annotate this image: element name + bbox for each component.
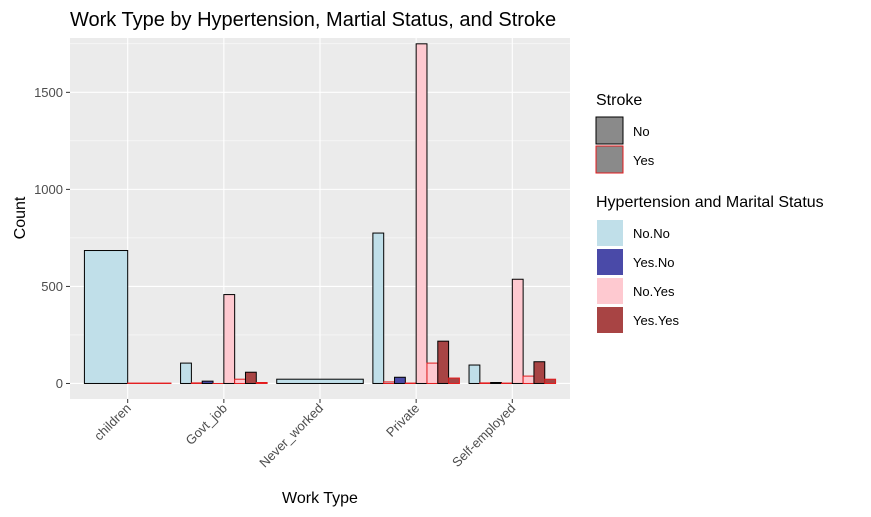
- bar-private-yes-no-stroke-no: [394, 376, 406, 384]
- bar-govt-job-yes-no-stroke-no: [201, 380, 214, 384]
- y-tick-label: 500: [41, 279, 63, 294]
- legend-label: No.No: [633, 226, 670, 241]
- y-tick-label: 1500: [34, 85, 63, 100]
- legend-title: Hypertension and Marital Status: [596, 194, 824, 211]
- bar-private-no-yes-stroke-no: [415, 43, 428, 384]
- bar-self-employed-no-no-stroke-yes: [479, 382, 492, 384]
- legend-label: Yes: [633, 153, 655, 168]
- y-tick-label: 0: [56, 376, 63, 391]
- x-axis-title: Work Type: [282, 490, 358, 507]
- chart-title: Work Type by Hypertension, Martial Statu…: [70, 9, 556, 31]
- bar-private-no-no-stroke-no: [372, 232, 385, 384]
- legend-key: [597, 307, 623, 333]
- legend-item: No.No: [597, 220, 670, 246]
- legend-item: Yes: [595, 145, 655, 174]
- bar-govt-job-yes-yes-stroke-no: [244, 371, 257, 384]
- bar-self-employed-no-yes-stroke-no: [511, 278, 524, 384]
- bars: [83, 43, 557, 384]
- bar-private-no-yes-stroke-yes: [426, 362, 439, 384]
- legend-label: No.Yes: [633, 284, 675, 299]
- legend-label: Yes.No: [633, 255, 674, 270]
- y-tick-label: 1000: [34, 182, 63, 197]
- bar-self-employed-no-yes-stroke-yes: [522, 375, 535, 384]
- x-tick-label: Self-employed: [449, 401, 518, 470]
- bar-govt-job-no-no-stroke-no: [180, 362, 192, 384]
- bar-govt-job-no-yes-stroke-yes: [234, 378, 246, 384]
- x-tick-label: Private: [383, 401, 422, 440]
- legend-item: Yes.Yes: [597, 307, 680, 333]
- legends: Stroke No Yes Hypertension and Marital Stat…: [595, 92, 824, 333]
- legend-key: [597, 278, 623, 304]
- bar-private-yes-yes-stroke-yes: [448, 377, 460, 384]
- bar-self-employed-no-no-stroke-no: [468, 364, 481, 384]
- bar-self-employed-yes-yes-stroke-yes: [544, 378, 557, 384]
- legend-item: Yes.No: [597, 249, 674, 275]
- legend-label: Yes.Yes: [633, 313, 680, 328]
- x-tick-label: children: [91, 401, 134, 444]
- x-axis: children Govt_job Never_worked Private Self-…: [91, 399, 518, 470]
- legend-key: [595, 116, 624, 145]
- bar-govt-job-yes-yes-stroke-yes: [255, 382, 268, 384]
- bar-private-yes-yes-stroke-no: [437, 340, 450, 384]
- bar-govt-job-no-no-stroke-yes: [190, 382, 203, 384]
- legend-item: No: [595, 116, 650, 145]
- x-tick-label: Govt_job: [183, 401, 230, 448]
- legend-key: [597, 249, 623, 275]
- legend-title: Stroke: [596, 92, 642, 109]
- bar-govt-job-no-yes-stroke-no: [223, 294, 236, 384]
- bar-private-no-no-stroke-yes: [383, 381, 396, 384]
- bar-children-no-no-stroke-no: [83, 250, 129, 384]
- bar-self-employed-yes-yes-stroke-no: [533, 361, 546, 384]
- x-tick-label: Never_worked: [256, 401, 326, 471]
- legend-key: [595, 145, 624, 174]
- bar-never-worked-no-no-stroke-no: [276, 378, 364, 384]
- legend-label: No: [633, 124, 650, 139]
- bar-self-employed-yes-no-stroke-no: [490, 382, 502, 384]
- legend-key: [597, 220, 623, 246]
- y-axis-title: Count: [12, 196, 29, 239]
- legend-item: No.Yes: [597, 278, 675, 304]
- y-axis: 0 500 1000 1500: [34, 85, 70, 391]
